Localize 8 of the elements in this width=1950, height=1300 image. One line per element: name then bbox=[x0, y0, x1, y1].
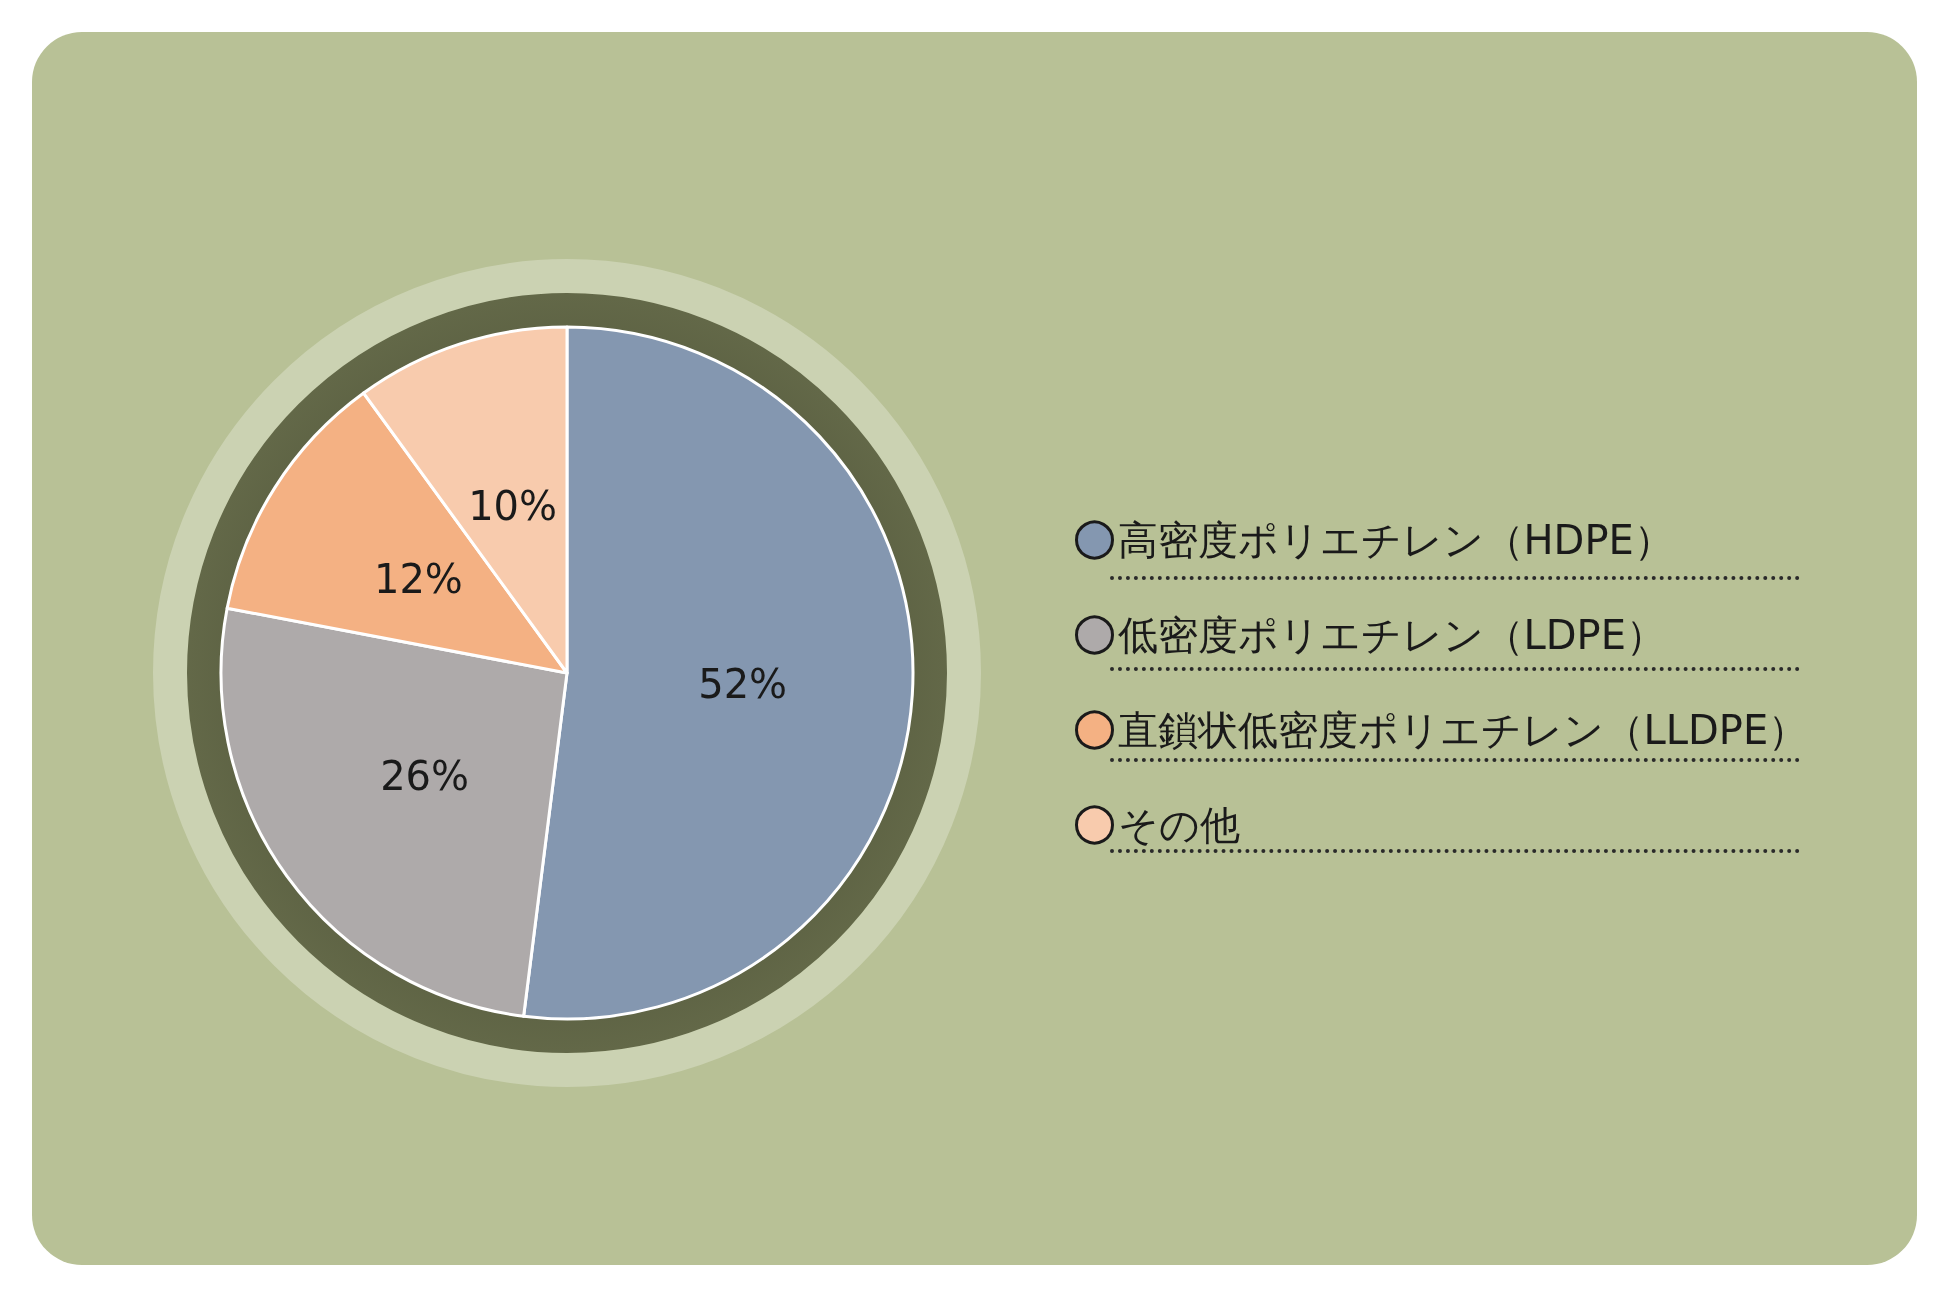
legend-label: その他 bbox=[1117, 802, 1240, 848]
data-label: 12% bbox=[373, 555, 463, 602]
legend-label: 高密度ポリエチレン（HDPE） bbox=[1117, 517, 1674, 563]
data-label: 52% bbox=[698, 661, 788, 708]
data-label: 26% bbox=[380, 753, 470, 800]
legend-label: 直鎖状低密度ポリエチレン（LLDPE） bbox=[1117, 707, 1809, 753]
legend-label: 低密度ポリエチレン（LDPE） bbox=[1117, 612, 1666, 658]
data-label: 10% bbox=[468, 482, 558, 529]
